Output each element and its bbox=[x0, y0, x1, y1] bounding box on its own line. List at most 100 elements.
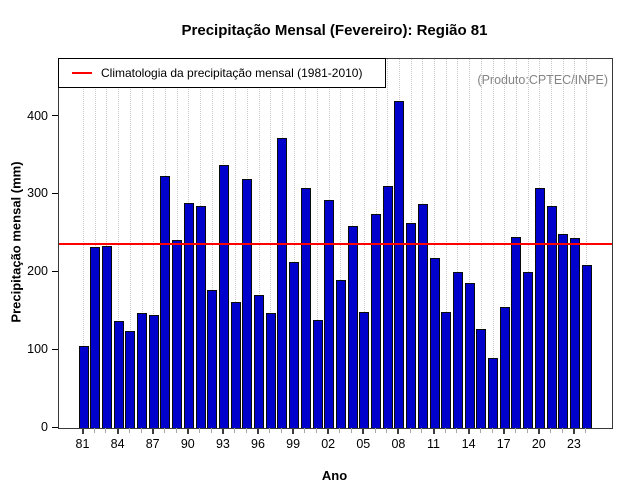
x-tick-label: 17 bbox=[496, 437, 511, 451]
x-tick bbox=[186, 428, 189, 434]
x-tick-label: 90 bbox=[180, 437, 195, 451]
x-tick bbox=[467, 428, 470, 434]
bar-2016 bbox=[488, 357, 498, 428]
y-tick bbox=[52, 270, 58, 272]
x-tick bbox=[269, 428, 271, 433]
bar-2014 bbox=[464, 283, 475, 428]
x-tick bbox=[421, 428, 423, 433]
x-tick bbox=[561, 428, 563, 433]
bar-2022 bbox=[558, 234, 569, 428]
x-tick bbox=[432, 428, 435, 434]
bar-2011 bbox=[429, 257, 440, 428]
y-tick bbox=[52, 192, 58, 194]
product-watermark: (Produto:CPTEC/INPE) bbox=[477, 73, 608, 87]
x-tick bbox=[116, 428, 119, 434]
x-tick-label: 02 bbox=[321, 437, 336, 451]
bar-2017 bbox=[499, 306, 510, 428]
bar-1981 bbox=[78, 346, 89, 428]
x-tick-label: 11 bbox=[427, 437, 440, 451]
bar-2024 bbox=[581, 265, 592, 428]
bar-2015 bbox=[476, 329, 487, 428]
bar-1997 bbox=[265, 312, 276, 428]
bar-2004 bbox=[347, 225, 358, 428]
bar-2013 bbox=[452, 271, 463, 428]
x-tick-label: 84 bbox=[110, 437, 125, 451]
x-tick bbox=[397, 428, 400, 434]
x-tick bbox=[491, 428, 493, 433]
bar-1987 bbox=[148, 315, 159, 428]
x-tick-label: 05 bbox=[356, 437, 371, 451]
bar-2003 bbox=[335, 280, 346, 428]
x-tick bbox=[140, 428, 142, 433]
bar-1989 bbox=[172, 239, 183, 428]
bar-1994 bbox=[230, 301, 241, 428]
x-tick bbox=[234, 428, 236, 433]
x-tick-label: 81 bbox=[75, 437, 90, 451]
x-tick bbox=[93, 428, 95, 433]
x-tick bbox=[386, 428, 388, 433]
bar-1983 bbox=[101, 245, 112, 428]
bar-2000 bbox=[300, 188, 311, 428]
legend: Climatologia da precipitação mensal (198… bbox=[58, 58, 386, 88]
x-tick-label: 87 bbox=[145, 437, 160, 451]
bar-2001 bbox=[312, 319, 323, 428]
y-tick-label: 200 bbox=[27, 264, 48, 279]
x-tick bbox=[537, 428, 540, 434]
bar-2012 bbox=[441, 312, 452, 428]
bar-1982 bbox=[90, 247, 101, 428]
x-tick bbox=[351, 428, 353, 433]
x-tick bbox=[514, 428, 516, 433]
bar-1995 bbox=[242, 178, 253, 428]
x-tick bbox=[280, 428, 282, 433]
x-tick-label: 93 bbox=[215, 437, 230, 451]
x-tick bbox=[163, 428, 165, 433]
x-tick bbox=[151, 428, 154, 434]
bar-1986 bbox=[137, 312, 147, 428]
x-tick bbox=[585, 428, 587, 433]
legend-label: Climatologia da precipitação mensal (198… bbox=[101, 66, 363, 80]
bar-1992 bbox=[207, 290, 218, 428]
x-tick-label: 08 bbox=[391, 437, 406, 451]
x-tick bbox=[292, 428, 295, 434]
x-tick bbox=[128, 428, 130, 433]
x-tick bbox=[444, 428, 446, 433]
x-tick bbox=[550, 428, 551, 433]
x-tick bbox=[199, 428, 200, 433]
x-tick bbox=[304, 428, 306, 433]
bar-2008 bbox=[394, 101, 405, 428]
bar-1991 bbox=[195, 206, 206, 428]
y-tick-label: 300 bbox=[27, 186, 48, 201]
plot-area: Climatologia da precipitação mensal (198… bbox=[58, 58, 613, 429]
bar-1998 bbox=[277, 138, 288, 428]
chart-title: Precipitação Mensal (Fevereiro): Região … bbox=[181, 22, 488, 39]
x-tick-label: 23 bbox=[566, 437, 581, 451]
bar-2006 bbox=[371, 213, 381, 428]
y-tick bbox=[52, 348, 58, 350]
bar-2005 bbox=[359, 312, 370, 428]
bar-1993 bbox=[218, 164, 229, 428]
x-tick bbox=[502, 428, 505, 434]
bar-2023 bbox=[569, 238, 580, 428]
x-tick bbox=[105, 428, 107, 433]
x-tick-label: 96 bbox=[251, 437, 265, 451]
x-tick bbox=[175, 428, 177, 433]
x-axis: 81 84 87 90 93 96 99 02 05 08 11 14 17 20 23 bbox=[58, 428, 611, 458]
climatology-line bbox=[59, 243, 612, 246]
bar-2010 bbox=[417, 203, 428, 428]
x-tick bbox=[210, 428, 212, 433]
x-tick bbox=[257, 428, 259, 434]
bar-2007 bbox=[382, 185, 393, 428]
x-tick-label: 14 bbox=[461, 437, 476, 451]
x-tick bbox=[316, 428, 317, 433]
bar-2019 bbox=[523, 271, 534, 428]
x-tick bbox=[526, 428, 528, 433]
bar-2009 bbox=[406, 223, 417, 428]
x-tick-label: 20 bbox=[531, 437, 546, 451]
bar-2018 bbox=[511, 236, 522, 428]
x-tick bbox=[339, 428, 341, 433]
y-tick-label: 400 bbox=[27, 108, 48, 123]
y-axis: 0 100 200 300 400 bbox=[0, 58, 58, 434]
x-tick bbox=[572, 428, 575, 434]
x-tick bbox=[409, 428, 411, 433]
